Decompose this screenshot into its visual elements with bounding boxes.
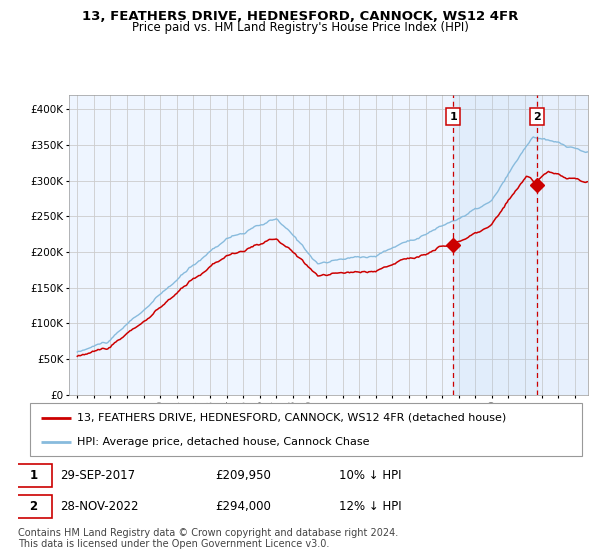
FancyBboxPatch shape — [15, 464, 52, 487]
Text: 2: 2 — [29, 500, 38, 513]
Text: 10% ↓ HPI: 10% ↓ HPI — [340, 469, 402, 482]
Bar — [453, 95, 538, 395]
Text: 1: 1 — [29, 469, 38, 482]
Text: Contains HM Land Registry data © Crown copyright and database right 2024.
This d: Contains HM Land Registry data © Crown c… — [18, 528, 398, 549]
Text: 1: 1 — [449, 111, 457, 122]
Text: 29-SEP-2017: 29-SEP-2017 — [60, 469, 136, 482]
Text: Price paid vs. HM Land Registry's House Price Index (HPI): Price paid vs. HM Land Registry's House … — [131, 21, 469, 34]
Text: 28-NOV-2022: 28-NOV-2022 — [60, 500, 139, 513]
Text: £294,000: £294,000 — [215, 500, 271, 513]
Text: £209,950: £209,950 — [215, 469, 271, 482]
Text: 13, FEATHERS DRIVE, HEDNESFORD, CANNOCK, WS12 4FR: 13, FEATHERS DRIVE, HEDNESFORD, CANNOCK,… — [82, 10, 518, 23]
FancyBboxPatch shape — [15, 494, 52, 518]
Text: 12% ↓ HPI: 12% ↓ HPI — [340, 500, 402, 513]
Text: 13, FEATHERS DRIVE, HEDNESFORD, CANNOCK, WS12 4FR (detached house): 13, FEATHERS DRIVE, HEDNESFORD, CANNOCK,… — [77, 413, 506, 423]
Bar — [538, 95, 592, 395]
Text: HPI: Average price, detached house, Cannock Chase: HPI: Average price, detached house, Cann… — [77, 437, 370, 447]
FancyBboxPatch shape — [30, 403, 582, 456]
Text: 2: 2 — [533, 111, 541, 122]
